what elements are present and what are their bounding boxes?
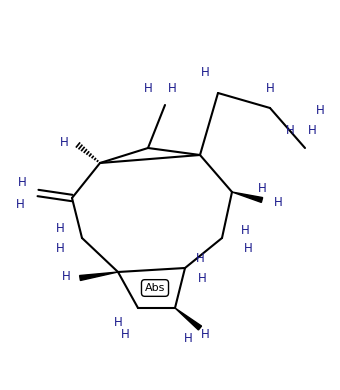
Text: H: H — [16, 199, 24, 211]
Text: H: H — [266, 82, 274, 94]
Text: H: H — [184, 332, 192, 344]
Text: Abs: Abs — [145, 283, 165, 293]
Text: H: H — [56, 222, 64, 234]
Polygon shape — [232, 192, 262, 202]
Polygon shape — [175, 308, 202, 330]
Text: H: H — [62, 269, 70, 282]
Text: H: H — [168, 82, 176, 94]
Text: H: H — [286, 124, 294, 136]
Polygon shape — [80, 272, 118, 280]
Text: H: H — [56, 241, 64, 255]
Text: H: H — [114, 317, 122, 330]
Text: H: H — [308, 124, 317, 136]
Text: H: H — [244, 241, 252, 255]
Text: H: H — [195, 252, 204, 264]
Text: H: H — [18, 176, 27, 188]
Text: H: H — [258, 181, 266, 195]
Text: H: H — [143, 82, 152, 94]
Text: H: H — [316, 103, 324, 117]
Text: H: H — [201, 328, 209, 342]
Text: H: H — [274, 195, 283, 209]
Text: H: H — [241, 223, 249, 236]
Text: H: H — [198, 271, 206, 284]
Text: H: H — [59, 136, 68, 149]
Text: H: H — [201, 66, 209, 78]
Text: H: H — [121, 328, 130, 342]
